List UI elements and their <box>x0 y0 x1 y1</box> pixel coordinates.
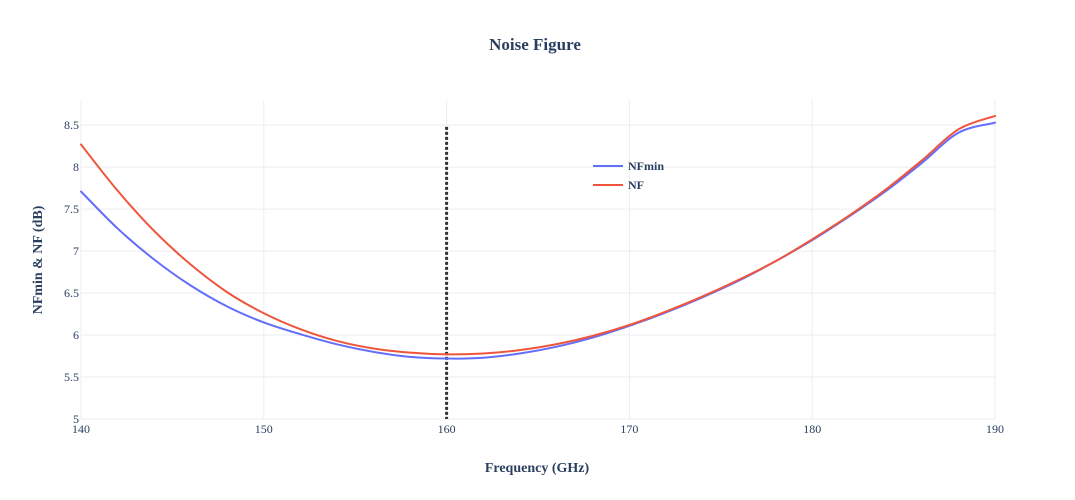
series-layer <box>80 114 996 360</box>
y-tick-label: 6.5 <box>64 286 79 300</box>
x-tick-label: 180 <box>803 422 821 436</box>
x-tick-label: 140 <box>72 422 90 436</box>
x-tick-label: 190 <box>986 422 1004 436</box>
y-axis-ticks: 5 5.5 6 6.5 7 7.5 8 8.5 <box>64 118 79 426</box>
x-tick-label: 150 <box>255 422 273 436</box>
x-tick-label: 170 <box>620 422 638 436</box>
x-tick-label: 160 <box>438 422 456 436</box>
grid <box>80 100 996 420</box>
y-tick-label: 5.5 <box>64 370 79 384</box>
x-axis-ticks: 140 150 160 170 180 190 <box>72 422 1004 436</box>
chart-title: Noise Figure <box>489 35 581 54</box>
y-tick-label: 6 <box>73 328 79 342</box>
y-tick-label: 7.5 <box>64 202 79 216</box>
y-tick-label: 5 <box>73 412 79 426</box>
legend-label-nfmin: NFmin <box>628 159 664 173</box>
series-line-nf <box>80 114 996 356</box>
y-axis-title: NFmin & NF (dB) <box>31 205 46 314</box>
y-tick-label: 8 <box>73 160 79 174</box>
legend-label-nf: NF <box>628 178 644 192</box>
legend: NFmin NF <box>593 159 664 192</box>
series-line-nfmin <box>80 121 996 360</box>
x-axis-title: Frequency (GHz) <box>485 461 590 476</box>
y-tick-label: 8.5 <box>64 118 79 132</box>
y-tick-label: 7 <box>73 244 79 258</box>
